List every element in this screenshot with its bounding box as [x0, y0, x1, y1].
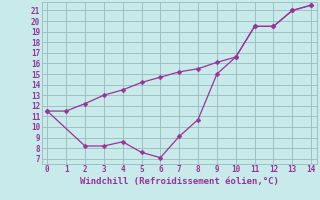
X-axis label: Windchill (Refroidissement éolien,°C): Windchill (Refroidissement éolien,°C): [80, 177, 279, 186]
